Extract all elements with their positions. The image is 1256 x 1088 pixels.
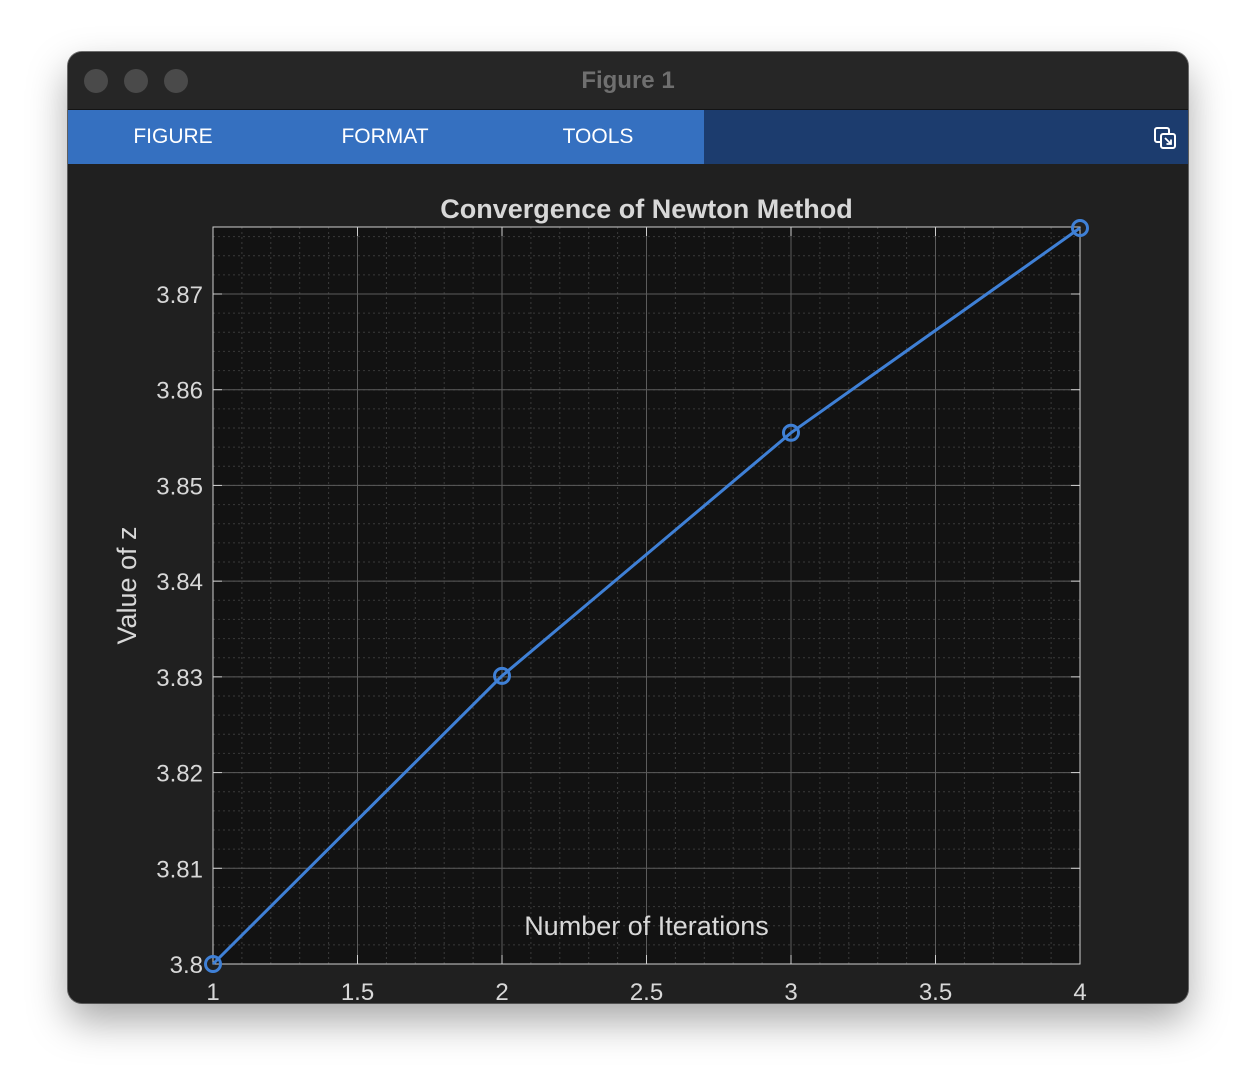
close-window-button[interactable] — [84, 69, 108, 93]
y-axis-label: Value of z — [112, 526, 142, 644]
x-tick-labels: 1 1.5 2 2.5 3 3.5 4 — [206, 979, 1086, 1003]
tab-tools[interactable]: TOOLS — [562, 125, 634, 148]
toolstrip: FIGURE FORMAT TOOLS — [68, 110, 1188, 164]
zoom-window-button[interactable] — [164, 69, 188, 93]
y-tick-label: 3.87 — [156, 282, 203, 309]
x-tick-label: 2 — [495, 979, 508, 1003]
line-chart[interactable]: 1 1.5 2 2.5 3 3.5 4 3.83.813.823.833.843.853.8… — [68, 164, 1188, 1003]
x-tick-label: 2.5 — [630, 979, 663, 1003]
toolstrip-tabs: FIGURE FORMAT TOOLS — [68, 110, 704, 164]
y-tick-label: 3.86 — [156, 378, 203, 405]
y-tick-label: 3.8 — [170, 952, 203, 979]
y-tick-label: 3.82 — [156, 761, 203, 788]
chart-title: Convergence of Newton Method — [440, 194, 853, 224]
x-tick-label: 3 — [784, 979, 797, 1003]
figure-window: Figure 1 FIGURE FORMAT TOOLS 1 1.5 2 2.5 3 3.… — [68, 52, 1188, 1003]
y-tick-labels: 3.8 3.81 3.82 3.83 3.84 3.85 3.86 3.87 — [156, 282, 203, 979]
y-tick-label: 3.81 — [156, 856, 203, 883]
y-tick-label: 3.84 — [156, 569, 203, 596]
data-point-marker — [1071, 218, 1089, 237]
y-tick-label: 3.83 — [156, 665, 203, 692]
minimize-window-button[interactable] — [124, 69, 148, 93]
tab-format[interactable]: FORMAT — [341, 125, 429, 148]
y-tick-label: 3.85 — [156, 473, 203, 500]
data-point-marker — [782, 423, 800, 442]
series-markers — [204, 218, 1089, 973]
plot-area: 1 1.5 2 2.5 3 3.5 4 3.8 3.81 3.82 3.83 3.84 3.85 3.8… — [68, 164, 1188, 1003]
data-point-marker — [204, 955, 222, 973]
window-title: Figure 1 — [581, 67, 675, 94]
title-bar[interactable]: Figure 1 — [68, 52, 1188, 110]
x-axis-label: Number of Iterations — [524, 911, 769, 941]
tab-figure[interactable]: FIGURE — [133, 125, 213, 148]
x-tick-label: 3.5 — [919, 979, 952, 1003]
data-point-marker — [493, 666, 511, 685]
x-tick-label: 4 — [1073, 979, 1086, 1003]
x-tick-label: 1 — [206, 979, 219, 1003]
undock-icon[interactable] — [1153, 126, 1177, 150]
series-line — [211, 226, 1081, 966]
x-tick-label: 1.5 — [341, 979, 374, 1003]
